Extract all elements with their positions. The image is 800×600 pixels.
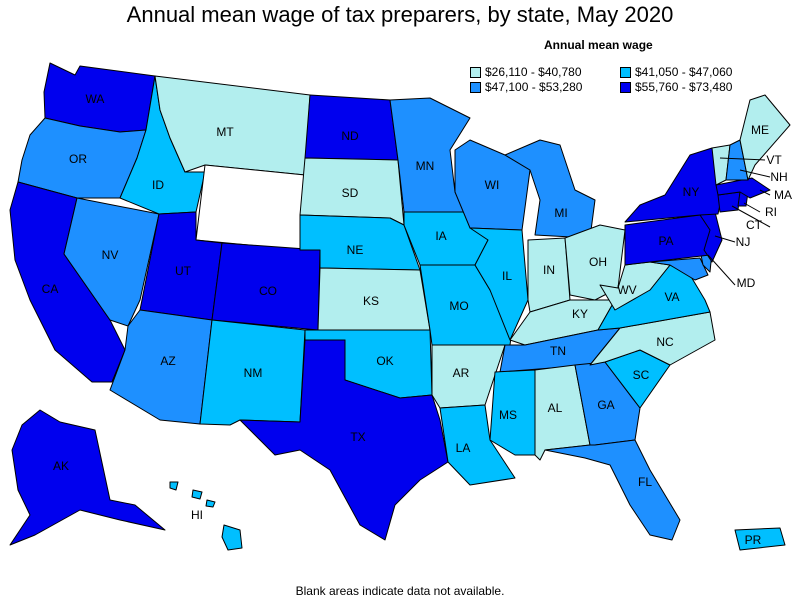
leader-lines: [707, 157, 771, 286]
label-ks: KS: [363, 294, 379, 308]
map-title: Annual mean wage of tax preparers, by st…: [126, 2, 674, 27]
label-oh: OH: [589, 255, 607, 269]
label-tx: TX: [350, 430, 365, 444]
label-al: AL: [548, 401, 563, 415]
state-ms[interactable]: [489, 369, 536, 456]
label-il: IL: [502, 269, 512, 283]
label-tn: TN: [550, 344, 566, 358]
legend-label-1: $26,110 - $40,780: [485, 65, 582, 79]
state-hi[interactable]: [169, 481, 243, 551]
label-wv: WV: [617, 283, 636, 297]
label-ga: GA: [597, 398, 614, 412]
label-ri: RI: [765, 205, 777, 219]
label-sc: SC: [633, 368, 650, 382]
label-mn: MN: [416, 159, 435, 173]
label-ak: AK: [53, 459, 69, 473]
legend-item-2: $41,050 - $47,060: [620, 65, 732, 79]
label-nc: NC: [656, 335, 674, 349]
legend-swatch-4: [620, 81, 631, 93]
label-co: CO: [259, 284, 277, 298]
label-hi: HI: [191, 508, 203, 522]
state-ma[interactable]: [715, 177, 771, 199]
legend-swatch-1: [470, 66, 481, 78]
label-la: LA: [456, 441, 471, 455]
label-nh: NH: [770, 170, 787, 184]
label-wa: WA: [86, 92, 105, 106]
label-mt: MT: [216, 125, 234, 139]
label-nv: NV: [102, 248, 119, 262]
label-pa: PA: [658, 234, 673, 248]
state-ak[interactable]: [9, 409, 166, 546]
state-tx[interactable]: [239, 339, 449, 541]
label-nj: NJ: [736, 235, 751, 249]
state-mi[interactable]: [504, 139, 596, 239]
label-me: ME: [751, 123, 769, 137]
label-ut: UT: [175, 264, 192, 278]
state-md[interactable]: [649, 257, 709, 281]
state-il[interactable]: [469, 227, 529, 341]
label-wi: WI: [485, 178, 500, 192]
label-ct: CT: [746, 218, 763, 232]
state-wy[interactable]: [195, 164, 306, 251]
label-nd: ND: [341, 129, 359, 143]
state-me[interactable]: [739, 94, 791, 181]
label-vt: VT: [766, 153, 782, 167]
label-ma: MA: [774, 188, 792, 202]
label-ms: MS: [499, 408, 517, 422]
label-ny: NY: [683, 185, 700, 199]
legend-swatch-3: [470, 81, 481, 93]
state-wi[interactable]: [454, 139, 531, 231]
state-nd[interactable]: [304, 94, 399, 161]
state-ny[interactable]: [624, 147, 723, 223]
label-az: AZ: [160, 354, 175, 368]
legend-label-3: $47,100 - $53,280: [485, 80, 583, 94]
legend-title: Annual mean wage: [544, 38, 653, 52]
label-va: VA: [664, 290, 679, 304]
legend-item-4: $55,760 - $73,480: [620, 80, 732, 94]
label-or: OR: [69, 152, 87, 166]
label-mi: MI: [554, 206, 567, 220]
label-id: ID: [152, 178, 164, 192]
label-ok: OK: [376, 354, 393, 368]
label-fl: FL: [638, 475, 652, 489]
label-ca: CA: [42, 282, 59, 296]
label-ne: NE: [347, 243, 364, 257]
label-sd: SD: [342, 186, 359, 200]
footnote: Blank areas indicate data not available.: [295, 584, 505, 598]
state-pr[interactable]: [734, 527, 786, 551]
label-pr: PR: [745, 533, 762, 547]
label-ia: IA: [435, 229, 446, 243]
label-in: IN: [543, 263, 555, 277]
legend-item-1: $26,110 - $40,780: [470, 65, 582, 79]
state-labels: WA OR CA NV ID MT UT CO AZ NM ND SD NE K…: [42, 92, 792, 547]
label-md: MD: [737, 276, 756, 290]
label-mo: MO: [449, 299, 468, 313]
label-ar: AR: [453, 366, 470, 380]
label-nm: NM: [244, 366, 263, 380]
state-fl[interactable]: [544, 439, 681, 541]
legend-label-2: $41,050 - $47,060: [635, 65, 733, 79]
state-la[interactable]: [439, 404, 516, 486]
legend-label-4: $55,760 - $73,480: [635, 80, 733, 94]
legend-item-3: $47,100 - $53,280: [470, 80, 582, 94]
legend-swatch-2: [620, 66, 631, 78]
label-ky: KY: [572, 307, 588, 321]
